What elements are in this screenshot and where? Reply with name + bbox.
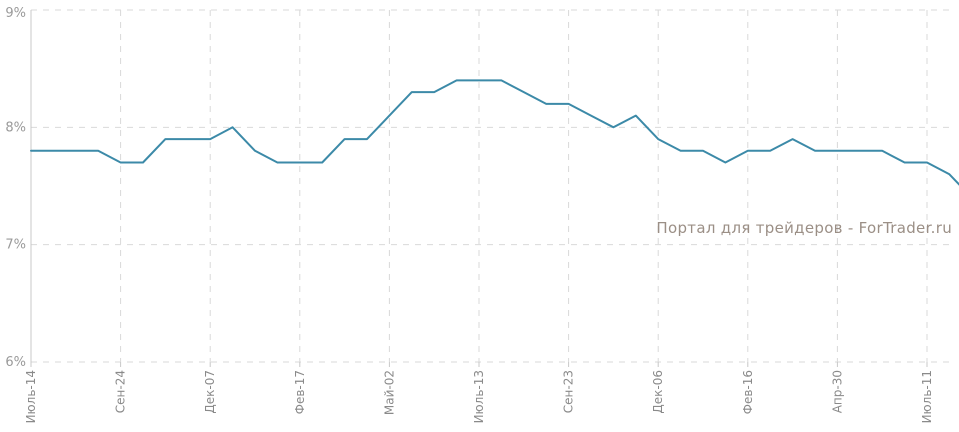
data-point[interactable]	[879, 148, 885, 154]
data-point[interactable]	[386, 113, 392, 119]
y-tick-label: 9%	[5, 6, 26, 21]
x-tick-label: Июль-13	[472, 370, 486, 423]
data-point[interactable]	[902, 160, 908, 166]
data-point[interactable]	[678, 148, 684, 154]
data-point[interactable]	[767, 148, 773, 154]
data-point[interactable]	[521, 89, 527, 95]
data-point[interactable]	[431, 89, 437, 95]
data-point[interactable]	[28, 148, 34, 154]
x-tick-label: Дек-06	[651, 370, 665, 414]
data-point[interactable]	[834, 148, 840, 154]
data-point[interactable]	[118, 160, 124, 166]
data-point[interactable]	[633, 113, 639, 119]
data-point[interactable]	[95, 148, 101, 154]
y-tick-label: 7%	[5, 238, 26, 253]
series-line	[30, 79, 959, 186]
x-tick-label: Дек-07	[203, 370, 217, 414]
x-tick-label: Апр-30	[830, 370, 844, 413]
data-point[interactable]	[319, 160, 325, 166]
data-point[interactable]	[924, 160, 930, 166]
data-point[interactable]	[297, 160, 303, 166]
x-tick-label: Сен-24	[114, 370, 128, 413]
data-point[interactable]	[342, 136, 348, 142]
x-tick-label: Фев-16	[741, 370, 755, 414]
data-point[interactable]	[745, 148, 751, 154]
data-point[interactable]	[73, 148, 79, 154]
y-tick-label: 6%	[5, 355, 26, 370]
data-point[interactable]	[588, 113, 594, 119]
x-tick-label: Июль-14	[24, 370, 38, 423]
data-point[interactable]	[252, 148, 258, 154]
data-point[interactable]	[655, 136, 661, 142]
data-point[interactable]	[454, 77, 460, 83]
data-point[interactable]	[812, 148, 818, 154]
data-point[interactable]	[274, 160, 280, 166]
grid	[31, 9, 949, 363]
y-axis: 9% 8% 7% 6%	[5, 6, 32, 370]
data-point[interactable]	[543, 101, 549, 107]
data-point[interactable]	[162, 136, 168, 142]
x-tick-label: Сен-23	[562, 370, 576, 413]
x-tick-label: Май-02	[382, 370, 396, 415]
x-tick-label: Фев-17	[293, 370, 307, 414]
x-tick-label: Июль-11	[920, 370, 934, 423]
data-point[interactable]	[722, 160, 728, 166]
y-tick-label: 8%	[5, 120, 26, 135]
data-point[interactable]	[566, 101, 572, 107]
data-point[interactable]	[50, 148, 56, 154]
data-point[interactable]	[140, 160, 146, 166]
data-point[interactable]	[364, 136, 370, 142]
data-point[interactable]	[409, 89, 415, 95]
data-point[interactable]	[476, 77, 482, 83]
data-point[interactable]	[946, 171, 952, 177]
watermark: Портал для трейдеров - ForTrader.ru	[656, 219, 952, 237]
data-point[interactable]	[207, 136, 213, 142]
data-point[interactable]	[230, 124, 236, 130]
data-point[interactable]	[610, 124, 616, 130]
data-point[interactable]	[700, 148, 706, 154]
data-point[interactable]	[857, 148, 863, 154]
data-point[interactable]	[185, 136, 191, 142]
data-point[interactable]	[498, 77, 504, 83]
series-layer	[28, 77, 959, 186]
x-axis: Июль-14 Сен-24 Дек-07 Фев-17 Май-02 Июль-13 Се…	[24, 362, 934, 423]
data-point[interactable]	[790, 136, 796, 142]
